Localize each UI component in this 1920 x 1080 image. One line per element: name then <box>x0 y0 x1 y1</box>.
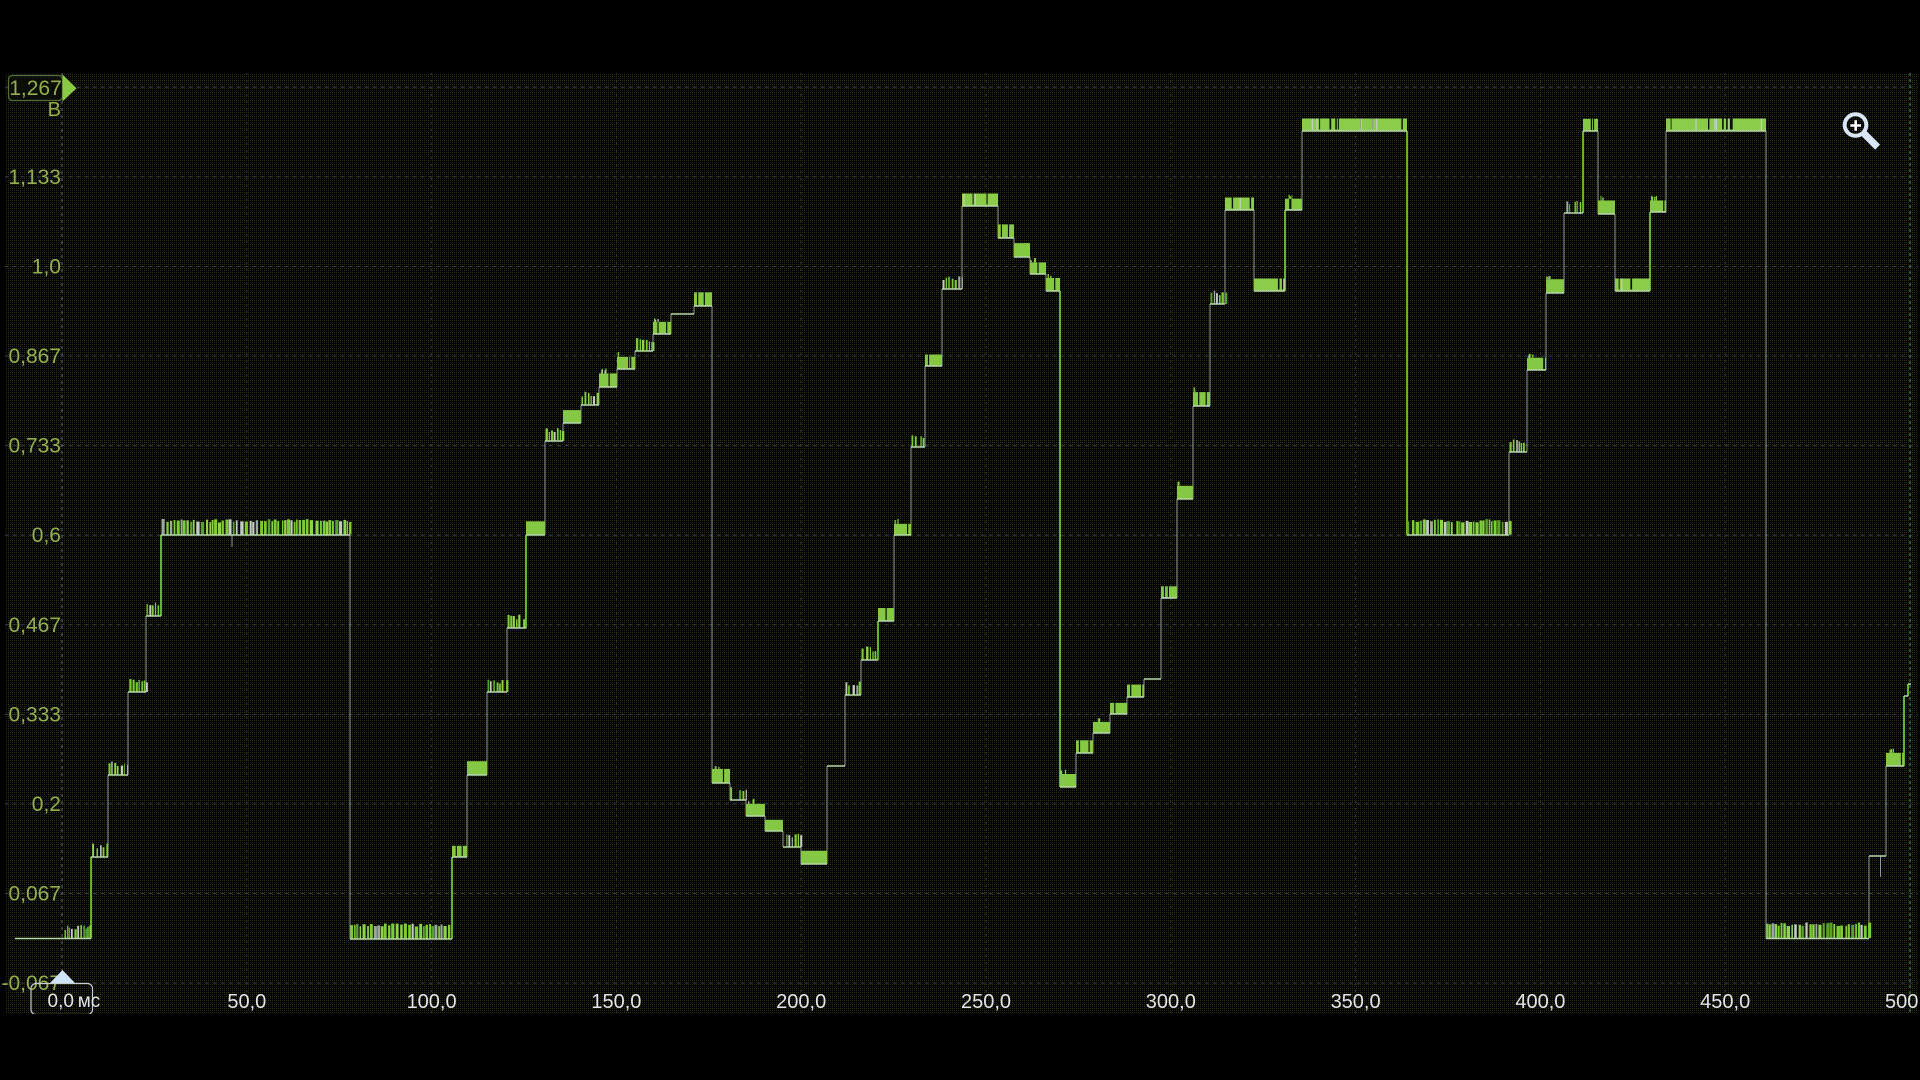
svg-text:1,267: 1,267 <box>9 77 62 100</box>
svg-text:50,0: 50,0 <box>227 991 266 1013</box>
svg-text:1,0: 1,0 <box>32 256 61 279</box>
svg-text:0,733: 0,733 <box>8 435 61 458</box>
svg-text:0,2: 0,2 <box>32 793 61 816</box>
svg-text:0,067: 0,067 <box>8 883 61 906</box>
svg-text:-0,067: -0,067 <box>1 972 61 995</box>
svg-text:100,0: 100,0 <box>407 991 457 1013</box>
svg-text:250,0: 250,0 <box>961 991 1011 1013</box>
svg-text:300,0: 300,0 <box>1146 991 1196 1013</box>
svg-text:В: В <box>48 99 61 121</box>
svg-text:400,0: 400,0 <box>1515 991 1565 1013</box>
svg-text:0,333: 0,333 <box>8 703 61 726</box>
svg-text:500,0: 500,0 <box>1885 991 1920 1013</box>
svg-text:200,0: 200,0 <box>776 991 826 1013</box>
svg-text:0,467: 0,467 <box>8 614 61 637</box>
svg-text:350,0: 350,0 <box>1331 991 1381 1013</box>
svg-text:150,0: 150,0 <box>591 991 641 1013</box>
svg-text:450,0: 450,0 <box>1700 991 1750 1013</box>
svg-text:1,133: 1,133 <box>8 166 61 189</box>
svg-text:0,6: 0,6 <box>32 524 61 547</box>
svg-text:0,867: 0,867 <box>8 345 61 368</box>
svg-text:0,0 мс: 0,0 мс <box>48 991 101 1012</box>
